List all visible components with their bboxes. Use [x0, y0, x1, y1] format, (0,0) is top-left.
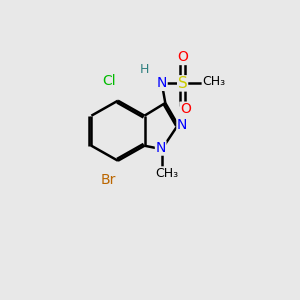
- Text: S: S: [178, 76, 188, 91]
- Text: O: O: [180, 102, 191, 116]
- Text: Br: Br: [101, 173, 116, 188]
- Text: N: N: [157, 76, 167, 90]
- Text: O: O: [177, 50, 188, 64]
- Text: CH₃: CH₃: [155, 167, 178, 180]
- Text: N: N: [155, 141, 166, 155]
- Text: H: H: [140, 63, 149, 76]
- Text: CH₃: CH₃: [202, 74, 225, 88]
- Text: Cl: Cl: [102, 74, 116, 88]
- Text: N: N: [177, 118, 188, 132]
